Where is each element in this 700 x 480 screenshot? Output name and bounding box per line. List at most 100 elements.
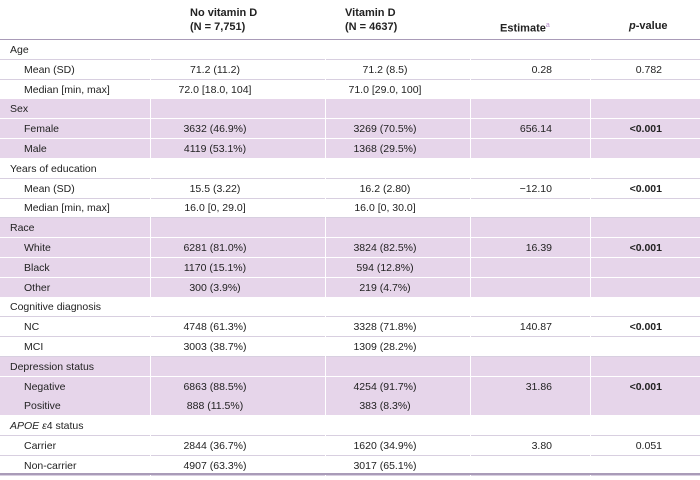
header-no-vitamin-d: No vitamin D (N = 7,751) [190,6,257,34]
vitamin-d-cell: 3328 (71.8%) [353,321,417,334]
bottom-rule [0,473,700,475]
table-row: MCI 3003 (38.7%) 1309 (28.2%) [0,337,700,357]
row-label: NC [24,321,40,334]
vitamin-d-cell: 1620 (34.9%) [353,440,417,452]
table-row: Female 3632 (46.9%) 3269 (70.5%) 656.14 <0.0… [0,119,700,140]
p-value-cell: <0.001 [629,380,662,393]
row-label: Non-carrier [24,459,77,472]
no-vitamin-d-cell: 4907 (63.3%) [183,459,247,472]
p-value-cell [600,80,662,100]
header-vitamin-d-title: Vitamin D [345,7,396,19]
table-row: Positive 888 (11.5%) 383 (8.3%) [0,396,700,417]
column-divider [590,40,591,480]
header-estimate-footnote: a [545,22,550,29]
row-label: Negative [24,380,66,393]
p-value-cell: <0.001 [629,123,662,136]
row-divider [0,257,700,258]
row-label: Mean (SD) [24,63,75,76]
table-row: White 6281 (81.0%) 3824 (82.5%) 16.39 <0.001 [0,238,700,258]
estimate-cell: 656.14 [519,123,552,136]
table-row: Carrier 2844 (36.7%) 1620 (34.9%) 3.80 0.051 [0,436,700,456]
row-divider [0,415,700,417]
vitamin-d-cell: 3824 (82.5%) [353,242,417,254]
row-divider [0,98,700,100]
no-vitamin-d-cell: 15.5 (3.22) [189,182,241,195]
table-header: No vitamin D (N = 7,751) Vitamin D (N = … [0,0,700,40]
section-row: Depression status [0,356,700,377]
row-label: Mean (SD) [24,182,75,195]
row-label: Carrier [24,440,57,452]
row-label: Black [24,261,50,274]
vitamin-d-cell: 16.2 (2.80) [359,182,411,195]
header-p-value-rest: -value [635,20,668,32]
row-divider [0,118,700,120]
row-divider [0,78,700,80]
section-label: Age [10,44,29,56]
p-value-cell: <0.001 [629,321,662,334]
vitamin-d-cell: 383 (8.3%) [359,400,411,413]
section-label: Cognitive diagnosis [10,301,102,314]
estimate-cell: 0.28 [531,63,552,76]
section-label: Depression status [10,360,95,373]
table-row: Other 300 (3.9%) 219 (4.7%) [0,277,700,298]
header-estimate-label: Estimate [500,22,546,35]
p-value-cell [600,139,662,159]
estimate-cell [480,80,552,100]
section-label: Race [10,222,35,235]
section-row: Race [0,218,700,239]
column-divider [470,40,471,480]
p-value-cell [600,396,662,416]
row-divider [0,474,700,476]
no-vitamin-d-cell: 4119 (53.1%) [183,143,247,155]
no-vitamin-d-cell: 300 (3.9%) [189,281,241,294]
section-label: APOE ε4 status [10,416,84,436]
estimate-cell [480,139,552,159]
vitamin-d-cell: 3017 (65.1%) [353,459,417,472]
no-vitamin-d-cell: 71.2 (11.2) [189,63,240,76]
vitamin-d-cell: 1368 (29.5%) [353,143,417,155]
vitamin-d-cell: 4254 (91.7%) [353,380,417,393]
row-label: Male [24,143,47,155]
row-divider [0,197,700,199]
section-label-rest: 4 status [46,420,84,433]
row-divider [0,455,700,456]
no-vitamin-d-cell: 6281 (81.0%) [183,242,247,254]
vitamin-d-cell: 16.0 [0, 30.0] [354,202,416,215]
column-divider [150,40,151,480]
section-row: APOE ε4 status [0,416,700,437]
p-value-cell: <0.001 [629,242,662,254]
table-row: Black 1170 (15.1%) 594 (12.8%) [0,257,700,278]
header-rule [0,39,700,40]
header-no-vitamin-d-title: No vitamin D [190,7,258,19]
row-label: Positive [24,400,61,413]
table-row: Non-carrier 4907 (63.3%) 3017 (65.1%) [0,456,700,476]
row-divider [0,316,700,318]
no-vitamin-d-cell: 4748 (61.3%) [183,321,247,334]
row-divider [0,435,700,437]
section-row: Age [0,40,700,60]
estimate-cell: 31.86 [525,380,552,393]
header-estimate: Estimatea [500,19,550,36]
header-p-value: p-value [629,19,668,33]
estimate-cell: 3.80 [531,440,552,452]
table-row: Male 4119 (53.1%) 1368 (29.5%) [0,139,700,159]
row-divider [0,177,700,179]
no-vitamin-d-cell: 3003 (38.7%) [183,341,247,353]
table-row: NC 4748 (61.3%) 3328 (71.8%) 140.87 <0.001 [0,317,700,338]
no-vitamin-d-cell: 888 (11.5%) [186,400,244,413]
table-row: Mean (SD) 15.5 (3.22) 16.2 (2.80) −12.10 <0.… [0,179,700,199]
vitamin-d-cell: 3269 (70.5%) [353,123,417,136]
column-divider [325,40,326,480]
row-divider [0,276,700,278]
estimate-cell [480,278,552,298]
row-label: Other [24,281,51,294]
estimate-cell [480,198,552,218]
section-label: Years of education [10,162,97,175]
no-vitamin-d-cell: 3632 (46.9%) [183,123,247,136]
row-label: White [24,242,51,254]
no-vitamin-d-cell: 1170 (15.1%) [183,261,247,274]
row-divider [0,336,700,338]
header-p-value-italic: p [629,20,636,32]
table-row: Negative 6863 (88.5%) 4254 (91.7%) 31.86 <0.… [0,376,700,397]
